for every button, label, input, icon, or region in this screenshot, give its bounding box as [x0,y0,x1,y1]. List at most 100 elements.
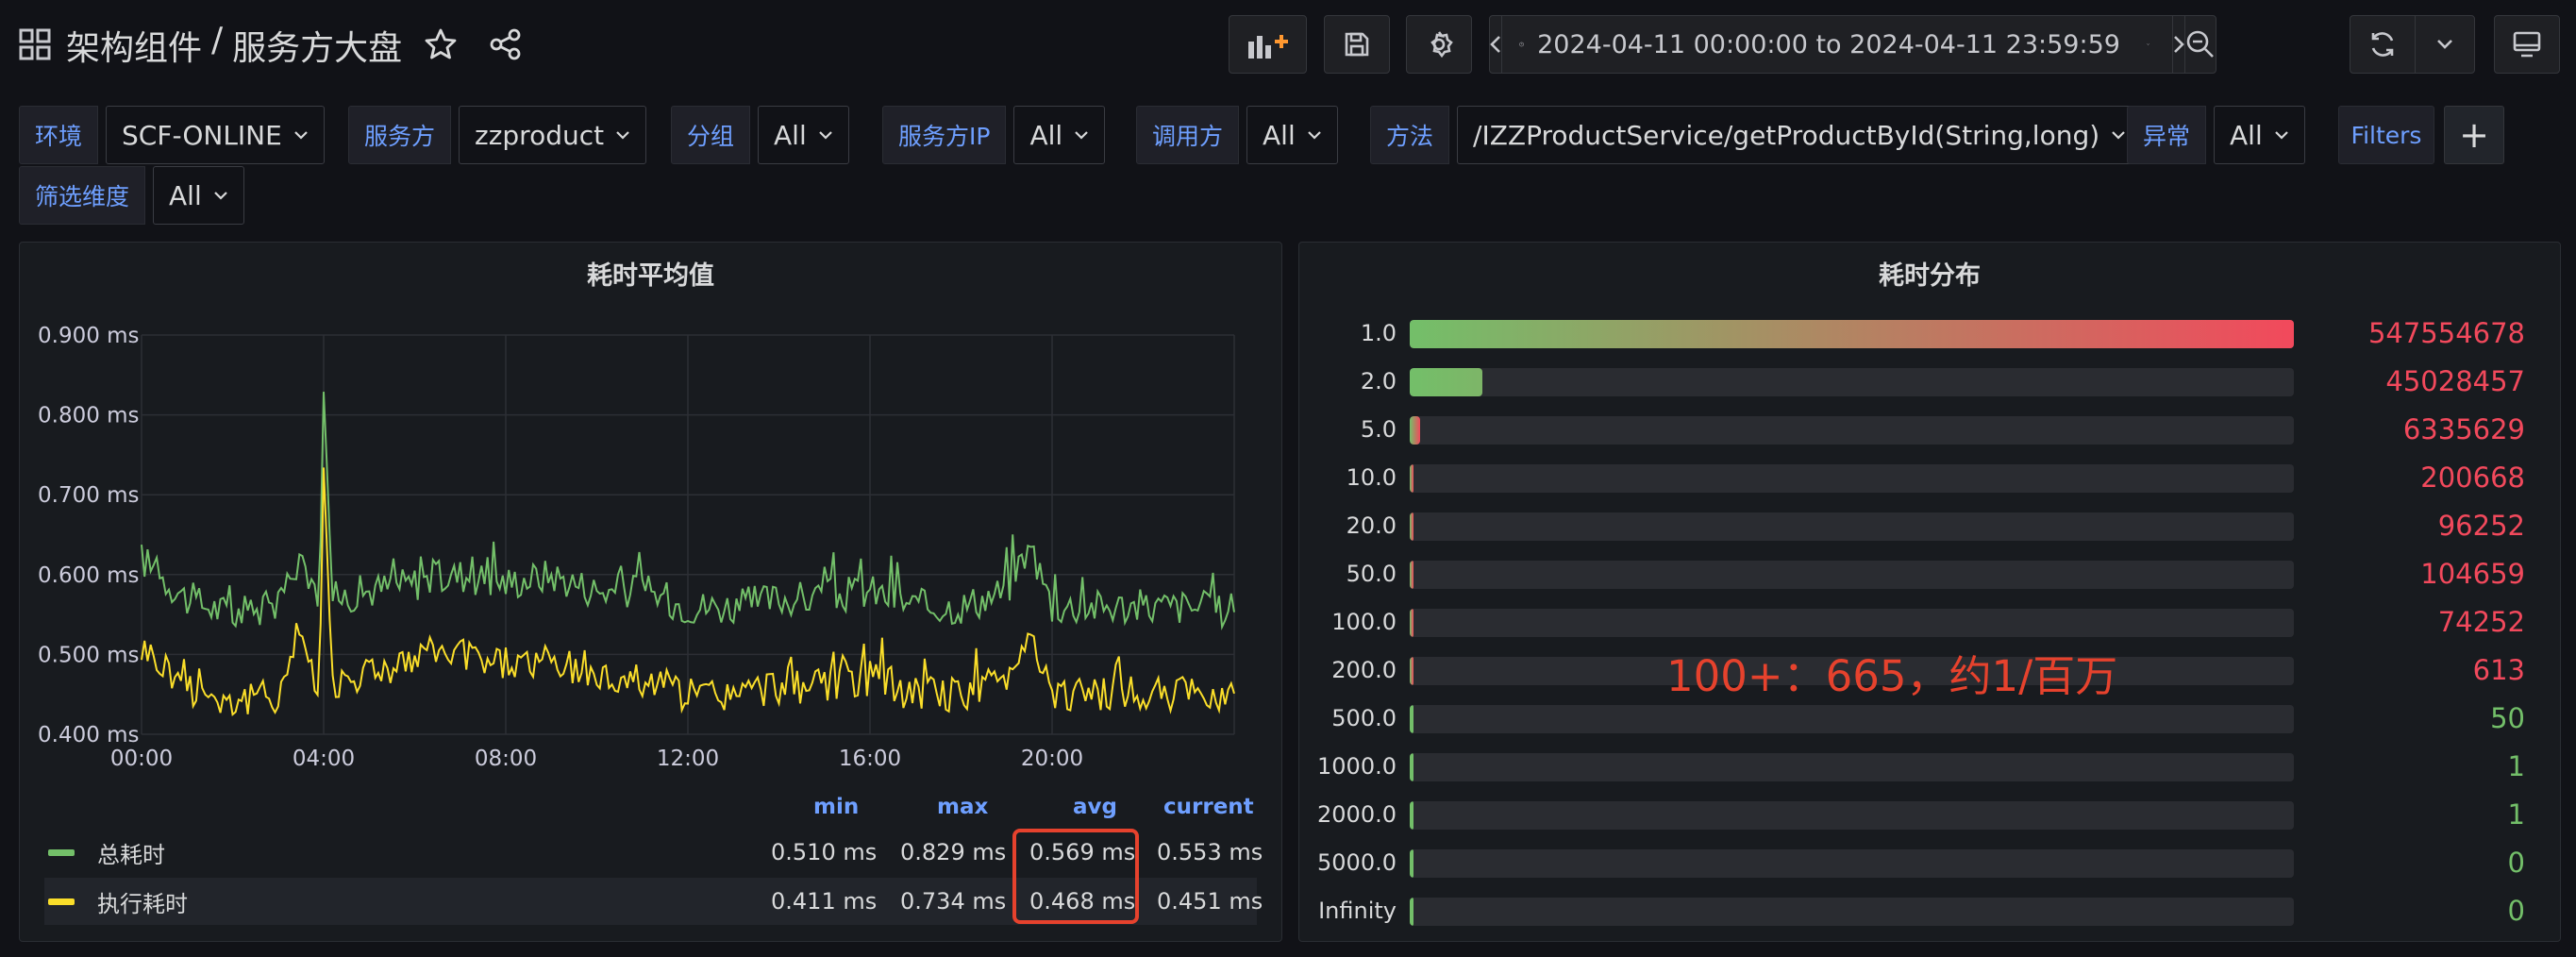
bar-gauge-track [1410,898,2294,926]
time-range-picker[interactable]: 2024-04-11 00:00:00 to 2024-04-11 23:59:… [1489,15,2216,74]
add-panel-button[interactable] [1229,15,1307,74]
bar-gauge-track [1410,609,2294,637]
legend-row[interactable]: 执行耗时 [44,878,1257,925]
tv-mode-button[interactable] [2494,15,2560,74]
chevron-down-icon [294,131,308,140]
bar-gauge-value: 50 [2490,702,2525,734]
x-tick-label: 20:00 [1021,747,1083,771]
bar-gauge-label: 10.0 [1346,464,1397,491]
variable-value: All [2230,119,2263,151]
variable-select[interactable]: All [2214,106,2305,164]
bar-gauge-row: 20.0 96252 [1298,511,2544,541]
time-forward-button[interactable] [2172,16,2184,73]
y-tick-label: 0.400 ms [38,723,140,747]
time-back-button[interactable] [1490,16,1502,73]
page-title: 服务方大盘 [232,29,403,68]
variable-label: 环境 [19,106,99,164]
variable-dimension: 筛选维度 All [19,166,244,225]
bar-gauge-label: 50.0 [1346,561,1397,587]
variable-select[interactable]: All [153,166,244,225]
bar-gauge-label: 5.0 [1360,416,1397,443]
zoom-out-icon [2186,30,2214,58]
bar-gauge-row: Infinity 0 [1298,896,2544,926]
bar-gauge-label: 200.0 [1331,657,1397,683]
bar-gauge-label: 1.0 [1360,320,1397,346]
gear-icon [1430,31,1453,59]
refresh-interval-dropdown[interactable] [2416,39,2474,50]
variable-label: 筛选维度 [19,166,146,225]
bar-gauge-fill [1410,849,1413,878]
bar-gauge-row: 2.0 45028457 [1298,366,2544,396]
variable-select[interactable]: All [1013,106,1106,164]
chevron-down-icon [2112,131,2125,140]
bar-gauge-fill [1410,512,1413,541]
apps-grid-icon[interactable] [19,28,51,60]
refresh-button[interactable] [2350,15,2475,74]
clock-icon [1519,42,1524,47]
avg-highlight-box [1012,829,1139,924]
variable-value: All [774,119,807,151]
variable-select[interactable]: All [1246,106,1338,164]
breadcrumb-separator: / [211,21,224,59]
legend-max-value: 0.734 ms [900,888,1007,915]
chevron-down-icon [1307,131,1321,140]
refresh-icon [2371,32,2394,57]
bar-gauge-fill [1410,801,1413,830]
breadcrumb: 架构组件 / 服务方大盘 [66,21,402,70]
legend-header-current[interactable]: current [1163,795,1254,819]
bar-gauge-value: 74252 [2437,606,2525,638]
legend-max-value: 0.829 ms [900,839,1007,865]
star-icon[interactable] [423,26,459,62]
x-tick-label: 04:00 [293,747,355,771]
bar-gauge-track [1410,753,2294,781]
bar-gauge-track [1410,416,2294,445]
bar-gauge-label: 100.0 [1331,609,1397,635]
variable-exception: 异常 All [2127,106,2305,164]
breadcrumb-folder[interactable]: 架构组件 [66,29,203,68]
x-tick-label: 16:00 [839,747,901,771]
dashboard-settings-button[interactable] [1406,15,1472,74]
chevron-down-icon [818,131,832,140]
bar-gauge-value: 613 [2472,654,2525,686]
bar-gauge-label: 500.0 [1331,705,1397,731]
legend-row[interactable]: 总耗时 [44,829,1257,876]
chevron-down-icon [2147,43,2149,45]
bar-gauge-value: 1 [2507,750,2525,782]
variable-select[interactable]: zzproduct [459,106,647,164]
bar-gauge-track [1410,801,2294,830]
variable-value: /IZZProductService/getProductById(String… [1473,119,2100,151]
monitor-icon [2513,31,2541,58]
bar-gauge-fill [1410,464,1413,493]
chevron-down-icon [2437,40,2453,49]
variable-label: 服务方 [348,106,452,164]
bar-gauge-fill [1410,416,1420,445]
series-line-total[interactable] [141,392,1235,631]
bar-gauge-fill [1410,657,1413,685]
bar-gauge-label: 5000.0 [1317,849,1397,876]
variable-select[interactable]: All [758,106,849,164]
legend-header-max[interactable]: max [937,795,989,819]
variable-select[interactable]: SCF-ONLINE [106,106,325,164]
bar-gauge-track [1410,849,2294,878]
y-tick-label: 0.500 ms [38,643,140,667]
share-icon[interactable] [488,26,524,62]
x-tick-label: 00:00 [110,747,173,771]
variable-group: 分组 All [671,106,849,164]
series-line-exec[interactable] [141,467,1235,717]
bar-gauge-fill [1410,609,1413,637]
add-filter-button[interactable]: + [2444,106,2504,164]
bar-gauge-row: 2000.0 1 [1298,799,2544,830]
y-tick-label: 0.800 ms [38,404,140,428]
save-dashboard-button[interactable] [1324,15,1390,74]
zoom-out-button[interactable] [2184,16,2216,73]
bar-gauge-row: 10.0 200668 [1298,462,2544,493]
variable-select[interactable]: /IZZProductService/getProductById(String… [1457,106,2143,164]
legend-header-avg[interactable]: avg [1073,795,1117,819]
filters-button[interactable]: Filters [2338,106,2434,164]
top-bar: 架构组件 / 服务方大盘 2024-04-11 00:00:00 [0,0,2576,91]
time-from: 2024-04-11 00:00:00 [1537,29,1808,59]
variable-label: 分组 [671,106,751,164]
bar-gauge-track [1410,657,2294,685]
legend-header-min[interactable]: min [813,795,860,819]
bar-gauge-row: 500.0 50 [1298,703,2544,733]
